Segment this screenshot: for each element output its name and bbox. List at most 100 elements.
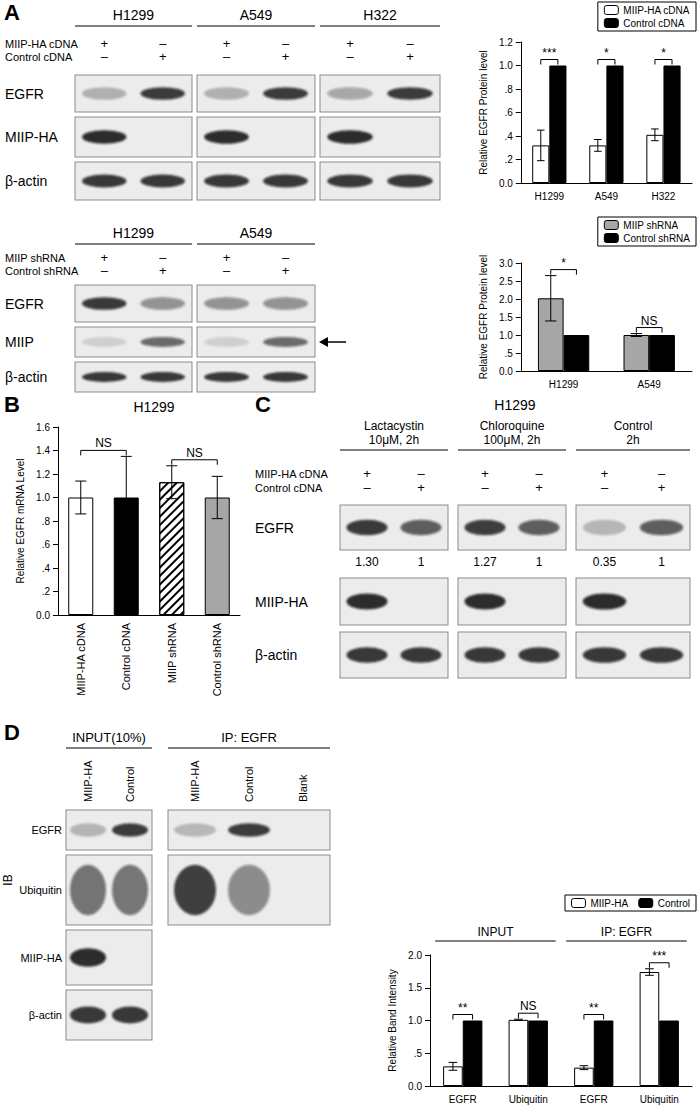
svg-text:A549: A549: [595, 191, 619, 202]
svg-text:1.2: 1.2: [499, 37, 513, 48]
svg-text:Blank: Blank: [297, 774, 309, 802]
svg-text:–: –: [417, 466, 425, 481]
svg-text:.5: .5: [414, 1048, 423, 1059]
svg-text:MIIP-HA: MIIP-HA: [590, 898, 628, 909]
svg-text:2.5: 2.5: [499, 276, 513, 287]
svg-text:MIIP shRNA: MIIP shRNA: [5, 252, 66, 264]
svg-text:Ubiquitin: Ubiquitin: [509, 1094, 548, 1105]
svg-text:Control cDNA: Control cDNA: [255, 482, 323, 494]
svg-text:100μM, 2h: 100μM, 2h: [484, 433, 541, 447]
svg-text:.6: .6: [42, 539, 51, 550]
svg-text:1.0: 1.0: [408, 1015, 422, 1026]
svg-text:MIIP shRNA: MIIP shRNA: [623, 220, 678, 231]
svg-text:NS: NS: [641, 314, 658, 328]
svg-text:1.0: 1.0: [36, 492, 50, 503]
svg-text:–: –: [601, 480, 609, 495]
svg-text:Lactacystin: Lactacystin: [364, 419, 424, 433]
svg-text:1.5: 1.5: [499, 312, 513, 323]
svg-text:1.5: 1.5: [408, 982, 422, 993]
svg-text:MIIP-HA: MIIP-HA: [82, 760, 94, 802]
svg-text:MIIP-HA cDNA: MIIP-HA cDNA: [255, 468, 328, 480]
svg-text:.6: .6: [504, 107, 513, 118]
svg-text:B: B: [4, 392, 20, 417]
svg-text:Control shRNA: Control shRNA: [5, 265, 79, 277]
svg-text:Relative EGFR Protein level: Relative EGFR Protein level: [478, 50, 489, 175]
svg-text:H1299: H1299: [494, 397, 535, 413]
svg-text:1.4: 1.4: [36, 445, 50, 456]
svg-text:Control: Control: [614, 419, 653, 433]
svg-text:**: **: [458, 1001, 468, 1015]
svg-text:IP: EGFR: IP: EGFR: [601, 925, 653, 939]
svg-text:+: +: [601, 466, 609, 481]
svg-text:EGFR: EGFR: [580, 1094, 608, 1105]
svg-text:–: –: [481, 480, 489, 495]
svg-text:NS: NS: [186, 446, 203, 460]
svg-text:0.0: 0.0: [499, 366, 513, 377]
svg-text:D: D: [4, 720, 20, 745]
svg-text:IP: EGFR: IP: EGFR: [221, 730, 277, 745]
svg-text:0.0: 0.0: [499, 178, 513, 189]
svg-text:–: –: [658, 466, 666, 481]
svg-text:EGFR: EGFR: [5, 296, 44, 312]
svg-text:.4: .4: [504, 131, 513, 142]
svg-text:Control shRNA: Control shRNA: [211, 622, 223, 696]
svg-text:.5: .5: [504, 348, 513, 359]
svg-text:H1299: H1299: [535, 191, 565, 202]
svg-text:Control shRNA: Control shRNA: [623, 233, 690, 244]
svg-text:+: +: [363, 466, 371, 481]
svg-text:1.2: 1.2: [36, 469, 50, 480]
svg-text:–: –: [223, 49, 231, 64]
svg-text:.2: .2: [42, 586, 51, 597]
svg-text:H322: H322: [652, 191, 676, 202]
svg-text:Relative EGFR Protein level: Relative EGFR Protein level: [478, 255, 489, 380]
svg-text:10μM, 2h: 10μM, 2h: [369, 433, 419, 447]
svg-text:+: +: [282, 49, 290, 64]
svg-text:2.0: 2.0: [408, 950, 422, 961]
svg-text:Control: Control: [124, 767, 136, 802]
svg-text:Control cDNA: Control cDNA: [5, 51, 73, 63]
svg-text:+: +: [159, 49, 167, 64]
svg-text:MIIP-HA cDNA: MIIP-HA cDNA: [75, 622, 87, 695]
svg-text:β-actin: β-actin: [255, 647, 297, 663]
svg-text:1.0: 1.0: [499, 330, 513, 341]
svg-text:.8: .8: [504, 84, 513, 95]
svg-text:1.6: 1.6: [36, 422, 50, 433]
svg-text:Relative EGFR mRNA Level: Relative EGFR mRNA Level: [15, 458, 26, 583]
svg-text:H322: H322: [363, 7, 397, 23]
svg-text:2.0: 2.0: [499, 294, 513, 305]
svg-text:.2: .2: [504, 154, 513, 165]
svg-text:1.0: 1.0: [499, 60, 513, 71]
svg-text:Control cDNA: Control cDNA: [623, 18, 684, 29]
svg-text:+: +: [481, 466, 489, 481]
svg-text:MIIP-HA: MIIP-HA: [255, 594, 309, 610]
svg-text:EGFR: EGFR: [449, 1094, 477, 1105]
svg-text:EGFR: EGFR: [255, 520, 294, 536]
svg-text:.4: .4: [42, 563, 51, 574]
svg-text:2h: 2h: [626, 433, 639, 447]
svg-text:β-actin: β-actin: [5, 173, 47, 189]
svg-text:Control: Control: [243, 767, 255, 802]
svg-text:+: +: [282, 263, 290, 278]
svg-text:+: +: [406, 49, 414, 64]
svg-text:INPUT: INPUT: [478, 925, 515, 939]
svg-text:H1299: H1299: [133, 399, 174, 415]
svg-text:MIIP-HA: MIIP-HA: [5, 129, 59, 145]
svg-text:+: +: [417, 480, 425, 495]
svg-text:C: C: [255, 392, 271, 417]
svg-text:A549: A549: [240, 7, 273, 23]
svg-text:1.30: 1.30: [355, 555, 379, 569]
svg-text:NS: NS: [520, 999, 537, 1013]
svg-text:+: +: [535, 480, 543, 495]
svg-text:3.0: 3.0: [499, 258, 513, 269]
svg-text:+: +: [658, 480, 666, 495]
svg-text:–: –: [101, 263, 109, 278]
svg-text:***: ***: [652, 949, 666, 963]
svg-text:***: ***: [542, 46, 556, 60]
svg-text:**: **: [589, 1001, 599, 1015]
svg-text:NS: NS: [95, 436, 112, 450]
svg-text:MIIP-HA: MIIP-HA: [189, 760, 201, 802]
svg-text:–: –: [101, 49, 109, 64]
svg-text:Ubiquitin: Ubiquitin: [19, 884, 62, 896]
svg-text:.8: .8: [42, 516, 51, 527]
svg-text:1: 1: [536, 555, 543, 569]
